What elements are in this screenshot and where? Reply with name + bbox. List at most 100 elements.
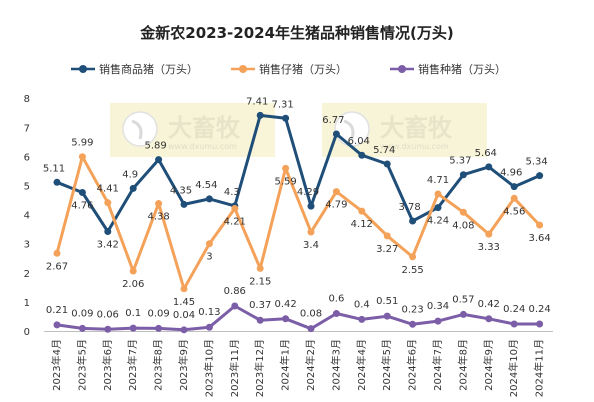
x-tick-label: 2024年11月 xyxy=(533,339,546,397)
data-label: 0.13 xyxy=(198,307,220,318)
data-point xyxy=(129,184,137,192)
data-point xyxy=(282,164,290,172)
data-point xyxy=(307,228,315,236)
data-label: 5.37 xyxy=(449,156,471,167)
data-point xyxy=(180,326,188,334)
x-tick-label: 2023年9月 xyxy=(177,339,190,391)
data-point xyxy=(383,160,391,168)
data-point xyxy=(231,204,239,212)
series-2 xyxy=(53,153,544,293)
data-label: 3 xyxy=(206,252,212,263)
data-label: 0.42 xyxy=(274,299,296,310)
data-label: 0.42 xyxy=(478,299,500,310)
data-point xyxy=(231,302,239,310)
data-label: 4.56 xyxy=(503,206,525,217)
data-label: 2.15 xyxy=(249,276,271,287)
data-point xyxy=(205,323,213,331)
x-tick-label: 2024年5月 xyxy=(380,339,393,391)
x-tick-label: 2023年8月 xyxy=(152,339,165,391)
data-label: 2.55 xyxy=(401,265,423,276)
data-point xyxy=(358,207,366,215)
data-point xyxy=(53,321,61,329)
data-point xyxy=(536,172,544,180)
watermark-url: www.dxumu.com xyxy=(380,142,449,151)
data-point xyxy=(180,200,188,208)
x-tick-label: 2024年9月 xyxy=(482,339,495,391)
data-point xyxy=(256,264,264,272)
data-label: 4.24 xyxy=(427,216,449,227)
data-label: 6.77 xyxy=(322,115,344,126)
x-tick-label: 2024年4月 xyxy=(355,339,368,391)
data-label: 5.74 xyxy=(373,145,395,156)
legend-item: 销售仔猪（万头） xyxy=(231,62,347,76)
data-point xyxy=(459,171,467,179)
data-point xyxy=(332,130,340,138)
data-label: 0.04 xyxy=(173,310,195,321)
y-tick-label: 4 xyxy=(24,211,30,222)
x-tick-label: 2024年6月 xyxy=(406,339,419,391)
data-label: 3.4 xyxy=(303,240,319,251)
data-label: 4.21 xyxy=(224,216,246,227)
data-point xyxy=(78,153,86,161)
data-label: 5.99 xyxy=(71,138,93,149)
series-line xyxy=(56,113,541,233)
x-tick-label: 2023年12月 xyxy=(253,339,266,397)
series-line xyxy=(55,155,541,291)
data-label: 0.09 xyxy=(147,308,169,319)
x-axis: 2023年4月 2023年5月 2023年6月 2023年7月 2023年8月 2023年… xyxy=(44,331,553,397)
data-point xyxy=(332,310,340,318)
data-point xyxy=(155,156,163,164)
data-label: 0.57 xyxy=(452,294,474,305)
legend-label: 销售种猪（万头） xyxy=(418,62,506,76)
data-label: 6.04 xyxy=(348,136,370,147)
data-label: 3.33 xyxy=(478,242,500,253)
data-point xyxy=(282,315,290,323)
data-point xyxy=(459,310,467,318)
data-label: 4.54 xyxy=(195,180,217,191)
data-label: 0.86 xyxy=(224,286,246,297)
data-label: 3.78 xyxy=(398,202,420,213)
legend-label: 销售商品猪（万头） xyxy=(99,62,198,76)
series-layer xyxy=(53,111,544,334)
data-point xyxy=(358,315,366,323)
data-point xyxy=(485,315,493,323)
data-label: 5.64 xyxy=(475,148,497,159)
data-point xyxy=(104,325,112,333)
watermark-brand: 大畜牧 xyxy=(380,114,453,142)
data-point xyxy=(434,190,442,198)
data-point xyxy=(129,324,137,332)
data-label: 3.42 xyxy=(97,239,119,250)
data-label: 0.06 xyxy=(97,309,119,320)
data-label: 3.27 xyxy=(376,244,398,255)
data-label: 0.4 xyxy=(354,299,370,310)
data-point xyxy=(434,317,442,325)
data-point xyxy=(155,324,163,332)
data-point xyxy=(307,325,315,333)
data-point xyxy=(510,194,518,202)
x-tick-label: 2023年11月 xyxy=(228,339,241,397)
data-label: 0.37 xyxy=(249,300,271,311)
data-point xyxy=(129,267,137,275)
legend-marker xyxy=(398,65,406,73)
data-point xyxy=(383,232,391,240)
x-tick-label: 2023年6月 xyxy=(101,339,114,391)
x-tick-label: 2024年10月 xyxy=(507,339,520,397)
y-tick-label: 5 xyxy=(24,182,30,193)
series-3 xyxy=(53,302,544,334)
data-point xyxy=(205,195,213,203)
data-point xyxy=(104,199,112,207)
data-label: 4.38 xyxy=(147,212,169,223)
data-point xyxy=(155,200,163,208)
chart-title: 金新农2023-2024年生猪品种销售情况(万头) xyxy=(139,24,453,42)
data-label: 4.41 xyxy=(97,184,119,195)
data-point xyxy=(485,163,493,171)
data-label: 7.41 xyxy=(246,96,268,107)
data-label: 0.24 xyxy=(528,304,550,315)
data-point xyxy=(409,320,417,328)
y-tick-label: 7 xyxy=(24,123,30,134)
data-label: 4.08 xyxy=(452,220,474,231)
